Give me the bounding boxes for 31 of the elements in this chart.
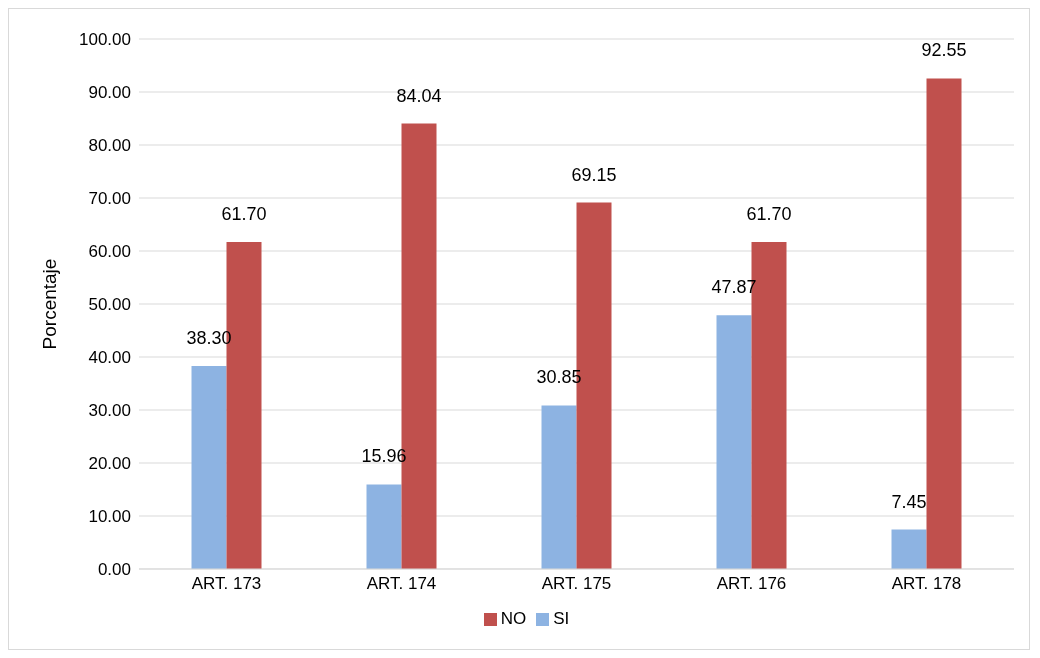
y-tick-label: 90.00	[88, 83, 131, 103]
y-tick-label: 70.00	[88, 189, 131, 209]
y-tick-label: 80.00	[88, 136, 131, 156]
x-tick-label: ART. 173	[191, 574, 262, 594]
y-tick-label: 50.00	[88, 295, 131, 315]
legend-label: SI	[553, 609, 570, 628]
y-tick-label: 60.00	[88, 242, 131, 262]
y-tick-label: 40.00	[88, 348, 131, 368]
x-tick-label: ART. 176	[716, 574, 787, 594]
legend-label: NO	[500, 609, 527, 628]
y-tick-label: 0.00	[97, 560, 131, 580]
data-label: 84.04	[396, 85, 442, 106]
data-label: 7.45	[891, 491, 927, 512]
x-tick-label: ART. 178	[891, 574, 962, 594]
bar	[541, 405, 577, 569]
bar	[926, 78, 962, 569]
y-axis-title: Porcentaje	[38, 258, 60, 350]
x-tick-label: ART. 174	[366, 574, 437, 594]
bar	[716, 315, 752, 569]
data-label: 61.70	[221, 203, 267, 224]
bar	[891, 529, 927, 569]
y-tick-label: 20.00	[88, 454, 131, 474]
x-tick-label: ART. 175	[541, 574, 612, 594]
data-label: 61.70	[746, 203, 792, 224]
data-label: 92.55	[921, 40, 967, 61]
bar	[366, 484, 402, 569]
data-label: 69.15	[571, 164, 617, 185]
y-tick-label: 30.00	[88, 401, 131, 421]
bar	[191, 366, 227, 569]
y-tick-label: 10.00	[88, 507, 131, 527]
y-tick-label: 100.00	[79, 30, 131, 50]
